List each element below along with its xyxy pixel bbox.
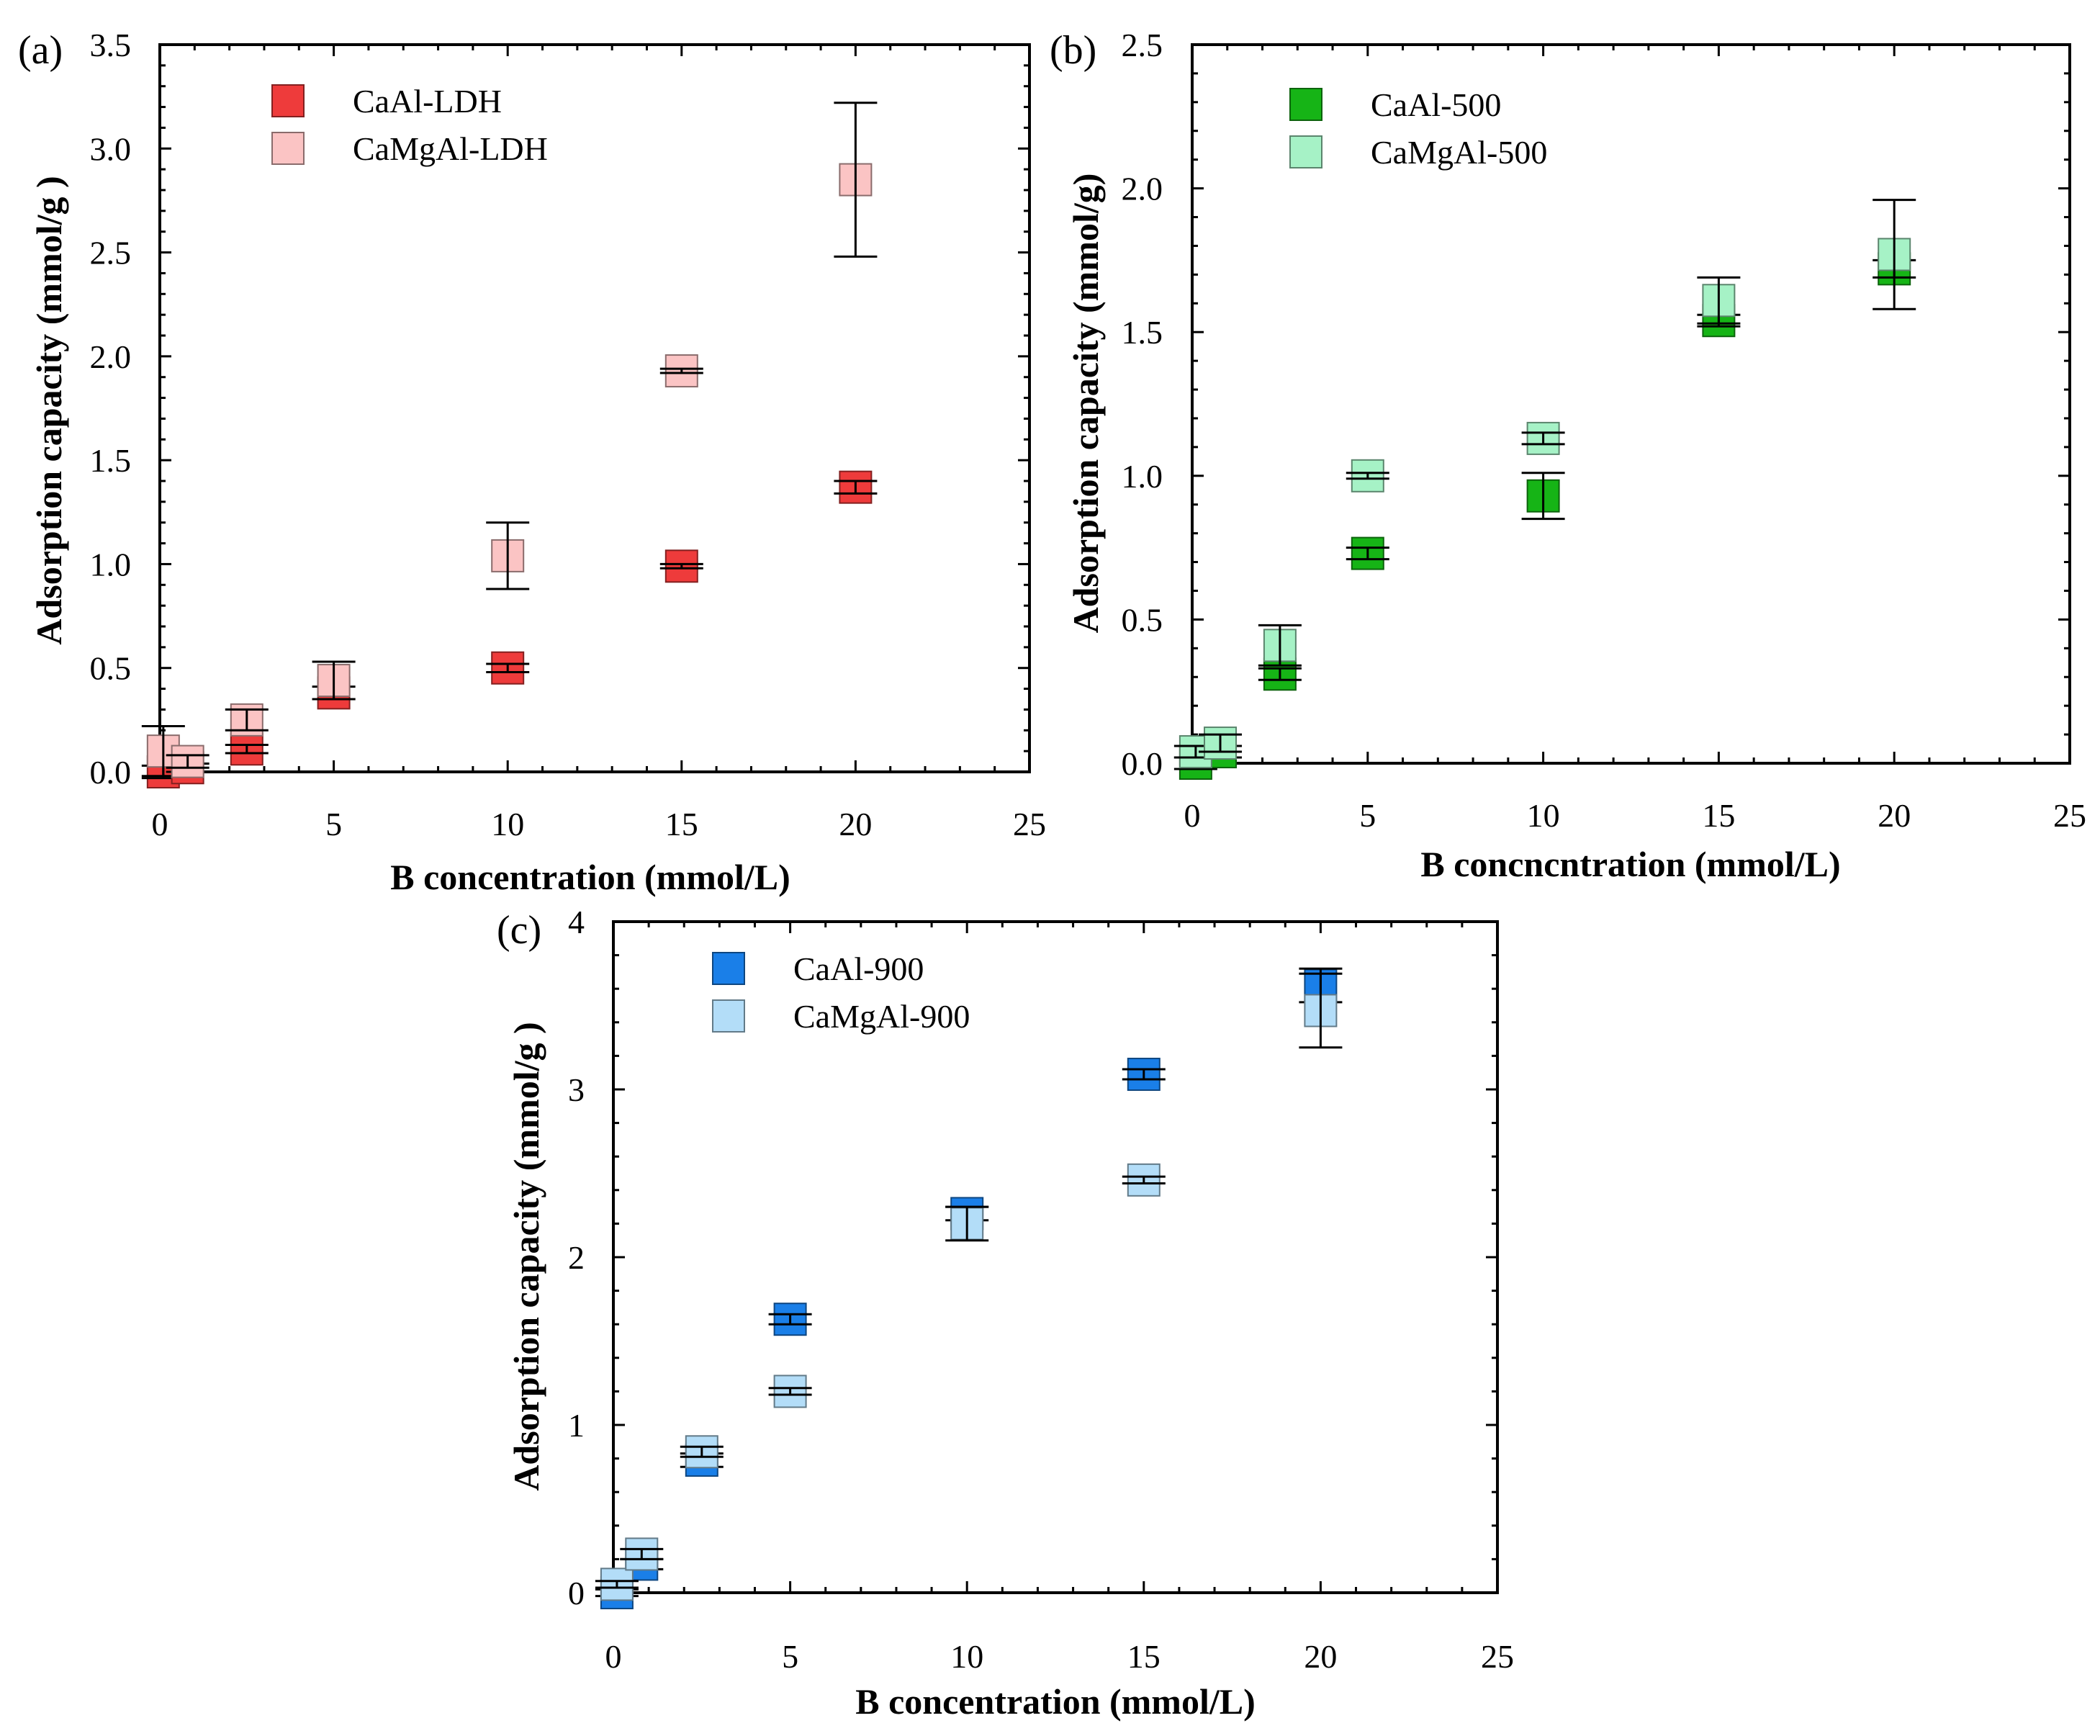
x-axis-title: B concentration (mmol/L) xyxy=(855,1681,1255,1722)
plot-frame xyxy=(612,920,1499,1594)
x-tick-label: 10 xyxy=(1527,797,1560,834)
x-tick-label: 5 xyxy=(782,1638,798,1675)
x-tick-label: 20 xyxy=(1878,797,1911,834)
x-tick-label: 0 xyxy=(605,1638,622,1675)
y-tick-label: 3 xyxy=(568,1071,585,1108)
x-tick-label: 15 xyxy=(1702,797,1735,834)
x-tick-label: 20 xyxy=(1304,1638,1337,1675)
y-tick-label: 4 xyxy=(568,904,585,940)
legend-label: CaMgAl-LDH xyxy=(353,130,548,167)
y-tick-label: 3.5 xyxy=(90,27,132,63)
series-CaAl-900 xyxy=(595,967,1343,1609)
series-CaMgAl-LDH xyxy=(141,102,878,778)
x-tick-label: 25 xyxy=(2053,797,2086,834)
legend-swatch xyxy=(712,952,745,985)
y-tick-label: 0.5 xyxy=(1122,601,1163,638)
y-tick-label: 0.0 xyxy=(1122,745,1163,782)
y-tick-label: 3.0 xyxy=(90,130,132,167)
series-CaAl-500 xyxy=(1173,252,1916,780)
y-axis-title: Adsorption capacity (mmol/g ) xyxy=(29,176,69,644)
x-tick-label: 20 xyxy=(839,806,872,842)
x-tick-label: 5 xyxy=(1359,797,1376,834)
plot-frame xyxy=(1191,43,2071,765)
legend-label: CaAl-LDH xyxy=(353,83,502,120)
x-tick-label: 0 xyxy=(152,806,168,842)
x-tick-label: 10 xyxy=(491,806,524,842)
legend-label: CaAl-500 xyxy=(1371,86,1501,123)
x-tick-label: 25 xyxy=(1481,1638,1514,1675)
legend-swatch xyxy=(1289,135,1322,168)
panel-label: (b) xyxy=(1050,28,1096,73)
y-tick-label: 0.0 xyxy=(90,754,132,791)
legend-swatch xyxy=(1289,88,1322,121)
y-axis-title: Adsorption capacity (mmol/g) xyxy=(1065,174,1106,634)
panel-label: (c) xyxy=(497,908,541,953)
data-point xyxy=(1204,727,1238,760)
y-axis-title: Adsorption capacity (mmol/g ) xyxy=(506,1022,546,1490)
panel-b: 0 5 10 15 20 25 0.0 0.5 1.0 1.5 2.0 2.5 B concncntra… xyxy=(1050,27,2086,884)
y-tick-label: 2.5 xyxy=(90,235,132,271)
x-tick-label: 25 xyxy=(1013,806,1046,842)
y-tick-label: 1.0 xyxy=(1122,458,1163,495)
legend-swatch xyxy=(712,999,745,1033)
y-tick-label: 1.5 xyxy=(90,442,132,479)
legend-label: CaAl-900 xyxy=(793,950,924,987)
legend-swatch xyxy=(271,84,305,117)
legend-label: CaMgAl-900 xyxy=(793,998,970,1035)
data-point xyxy=(1127,1058,1161,1092)
y-tick-label: 1 xyxy=(568,1407,585,1444)
series-CaMgAl-500 xyxy=(1173,199,1916,769)
x-tick-label: 0 xyxy=(1184,797,1201,834)
data-point xyxy=(230,732,263,766)
x-axis-title: B concentration (mmol/L) xyxy=(390,857,790,897)
y-tick-label: 2.0 xyxy=(90,338,132,375)
panel-c: 0 5 10 15 20 25 0 1 2 3 4 B concentration (mmol/L) A… xyxy=(497,904,1514,1722)
x-axis-title: B concncntration (mmol/L) xyxy=(1420,844,1840,884)
x-tick-label: 15 xyxy=(665,806,698,842)
plot-frame xyxy=(158,43,1031,773)
y-tick-label: 2.0 xyxy=(1122,171,1163,207)
legend-label: CaMgAl-500 xyxy=(1371,134,1547,171)
y-tick-label: 0 xyxy=(568,1575,585,1611)
panel-label: (a) xyxy=(18,28,63,73)
data-point xyxy=(600,1568,634,1601)
x-tick-label: 5 xyxy=(325,806,342,842)
x-tick-label: 10 xyxy=(950,1638,983,1675)
series-CaMgAl-900 xyxy=(595,972,1343,1601)
x-tick-label: 15 xyxy=(1127,1638,1161,1675)
panel-a: 0 5 10 15 20 25 0.0 0.5 1.0 1.5 2.0 2.5 3.0 3.5 B conc… xyxy=(18,27,1046,897)
y-tick-label: 2.5 xyxy=(1122,27,1163,63)
legend-swatch xyxy=(271,132,305,165)
y-tick-label: 2 xyxy=(568,1239,585,1276)
y-tick-label: 1.0 xyxy=(90,546,132,583)
data-point xyxy=(664,549,698,583)
y-tick-label: 1.5 xyxy=(1122,314,1163,351)
series-CaAl-LDH xyxy=(141,470,878,788)
y-tick-label: 0.5 xyxy=(90,650,132,687)
